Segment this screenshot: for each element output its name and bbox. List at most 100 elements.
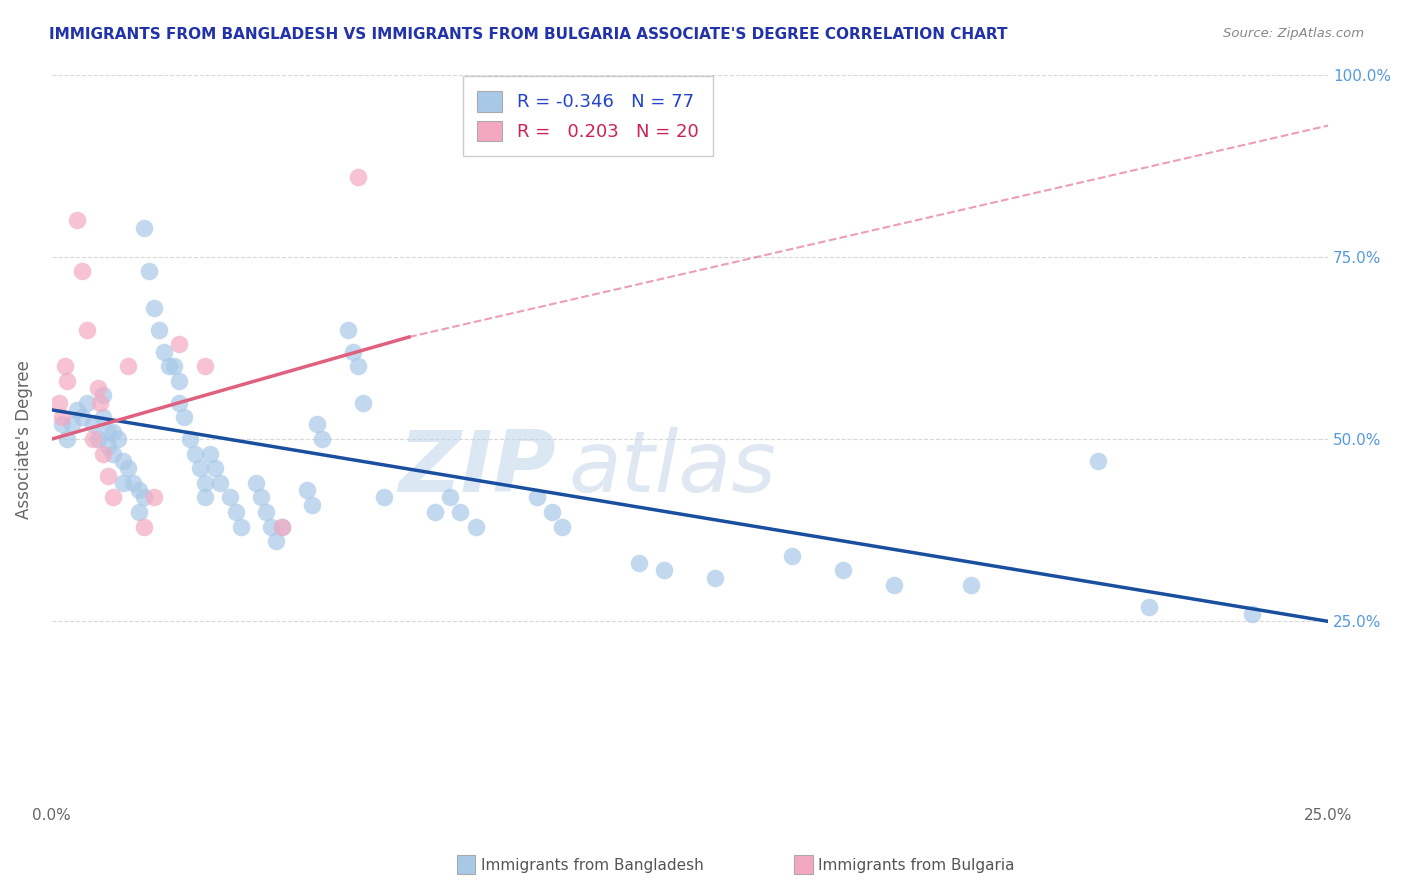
Point xyxy=(449,505,471,519)
Point xyxy=(72,410,94,425)
Text: atlas: atlas xyxy=(568,426,776,509)
Point xyxy=(97,468,120,483)
Point xyxy=(551,519,574,533)
Point xyxy=(82,417,104,432)
Point xyxy=(97,439,120,453)
Point xyxy=(183,447,205,461)
Point xyxy=(66,213,89,227)
Point xyxy=(112,475,135,490)
Point xyxy=(188,461,211,475)
Point xyxy=(832,563,855,577)
Point xyxy=(301,498,323,512)
Point xyxy=(194,359,217,373)
Point xyxy=(48,395,70,409)
Y-axis label: Associate's Degree: Associate's Degree xyxy=(15,359,32,518)
Point xyxy=(51,410,73,425)
Point xyxy=(654,563,676,577)
Text: Source: ZipAtlas.com: Source: ZipAtlas.com xyxy=(1223,27,1364,40)
Point xyxy=(157,359,180,373)
Point xyxy=(225,505,247,519)
Point xyxy=(82,432,104,446)
Point xyxy=(311,432,333,446)
Point xyxy=(541,505,564,519)
Point xyxy=(66,403,89,417)
Point xyxy=(270,519,292,533)
Point xyxy=(219,491,242,505)
Point xyxy=(101,447,124,461)
Point xyxy=(254,505,277,519)
Point xyxy=(336,323,359,337)
Point xyxy=(270,519,292,533)
Text: Immigrants from Bangladesh: Immigrants from Bangladesh xyxy=(481,858,703,872)
Point xyxy=(250,491,273,505)
Point xyxy=(51,417,73,432)
Point xyxy=(169,374,191,388)
Point xyxy=(128,483,150,497)
Point xyxy=(117,359,139,373)
Text: ZIP: ZIP xyxy=(398,426,555,509)
Point xyxy=(142,491,165,505)
Point xyxy=(1139,599,1161,614)
Point xyxy=(142,301,165,315)
Point xyxy=(101,491,124,505)
Point xyxy=(245,475,267,490)
Point xyxy=(91,410,114,425)
Point xyxy=(347,169,370,184)
Point xyxy=(780,549,803,563)
Point xyxy=(198,447,221,461)
Point xyxy=(959,578,981,592)
Point xyxy=(72,264,94,278)
Point xyxy=(173,410,195,425)
Point xyxy=(526,491,548,505)
Point xyxy=(352,395,374,409)
Point xyxy=(464,519,486,533)
Point xyxy=(56,374,79,388)
Point xyxy=(373,491,395,505)
Point xyxy=(132,519,155,533)
Point xyxy=(60,417,83,432)
Point xyxy=(117,461,139,475)
Point xyxy=(883,578,905,592)
Point xyxy=(342,344,364,359)
Point xyxy=(138,264,160,278)
Point xyxy=(153,344,176,359)
Point xyxy=(148,323,170,337)
Point xyxy=(97,425,120,439)
Legend: R = -0.346   N = 77, R =   0.203   N = 20: R = -0.346 N = 77, R = 0.203 N = 20 xyxy=(463,76,713,156)
Point xyxy=(89,395,111,409)
Point xyxy=(107,432,129,446)
Point xyxy=(163,359,186,373)
Point xyxy=(101,425,124,439)
Point xyxy=(439,491,461,505)
Point xyxy=(128,505,150,519)
Point xyxy=(423,505,446,519)
Point xyxy=(209,475,232,490)
Point xyxy=(266,534,288,549)
Point xyxy=(122,475,145,490)
Point xyxy=(194,475,217,490)
Point xyxy=(169,395,191,409)
Text: IMMIGRANTS FROM BANGLADESH VS IMMIGRANTS FROM BULGARIA ASSOCIATE'S DEGREE CORREL: IMMIGRANTS FROM BANGLADESH VS IMMIGRANTS… xyxy=(49,27,1008,42)
Point xyxy=(169,337,191,351)
Point xyxy=(76,395,98,409)
Point xyxy=(91,447,114,461)
Point xyxy=(204,461,226,475)
Point xyxy=(704,571,727,585)
Point xyxy=(260,519,283,533)
Point xyxy=(1240,607,1263,621)
Point xyxy=(76,323,98,337)
Point xyxy=(194,491,217,505)
Point xyxy=(295,483,318,497)
Point xyxy=(229,519,252,533)
Text: Immigrants from Bulgaria: Immigrants from Bulgaria xyxy=(818,858,1015,872)
Point xyxy=(1087,454,1109,468)
Point xyxy=(91,388,114,402)
Point xyxy=(179,432,201,446)
Point xyxy=(132,220,155,235)
Point xyxy=(347,359,370,373)
Point xyxy=(56,432,79,446)
Point xyxy=(307,417,329,432)
Point xyxy=(112,454,135,468)
Point xyxy=(86,381,108,395)
Point xyxy=(132,491,155,505)
